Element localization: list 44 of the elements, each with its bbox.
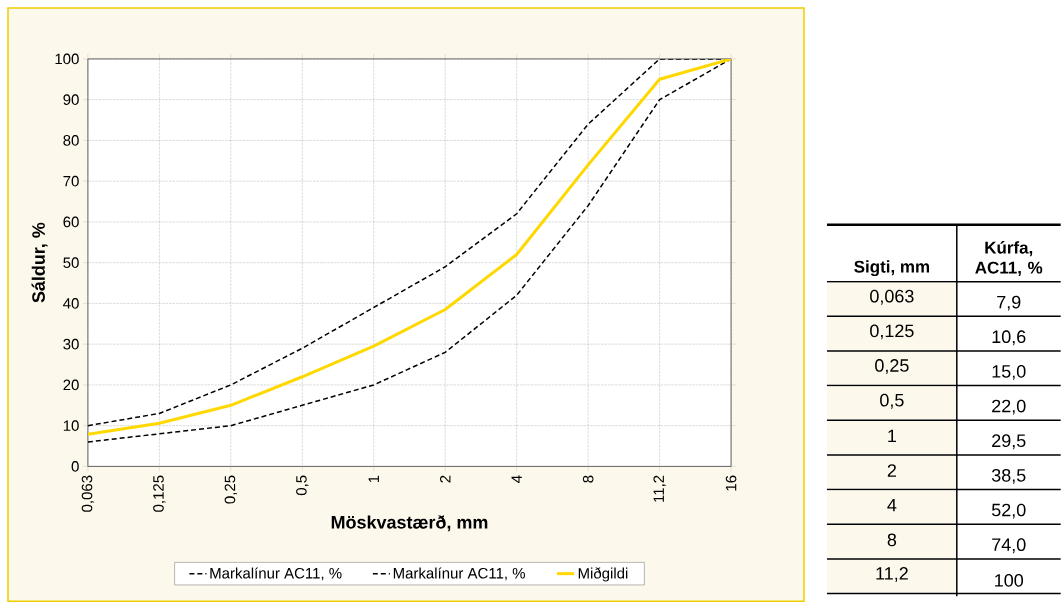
x-tick-label: 11,2 [653, 475, 666, 502]
text: 52,0 [991, 503, 1026, 519]
x-axis-title: Möskvastærð, mm [331, 515, 488, 532]
y-tick-label: 40 [63, 298, 79, 309]
y-tick-label: 60 [63, 216, 79, 228]
x-tick-label: 1 [368, 475, 379, 483]
text: 29,5 [992, 434, 1026, 450]
y-tick-label: 50 [63, 257, 79, 268]
x-tick-label: 0,5 [296, 475, 309, 496]
text: 8 [887, 533, 897, 547]
text: 1 [888, 429, 896, 443]
text: 100 [995, 574, 1024, 587]
text: 38,5 [991, 468, 1026, 484]
y-tick-label: 10 [63, 420, 79, 431]
text: 10,6 [992, 330, 1026, 346]
text: 11,2 [876, 567, 908, 582]
y-tick-label: 80 [63, 135, 79, 146]
x-tick-label: 0,125 [153, 475, 166, 512]
x-tick-label: 0,25 [224, 475, 238, 504]
text: 22,0 [992, 399, 1026, 415]
y-tick-label: 90 [63, 94, 79, 105]
x-tick-label: 8 [582, 475, 594, 483]
text: 0,5 [880, 393, 904, 409]
x-tick-label: 4 [511, 475, 522, 483]
text: 7,9 [997, 295, 1021, 311]
text: 74,0 [992, 538, 1026, 554]
y-tick-label: 20 [63, 379, 79, 391]
y-tick-label: 30 [63, 338, 79, 350]
legend-label: Markalínur AC11, % [393, 567, 525, 581]
y-tick-label: 70 [63, 175, 79, 187]
x-tick-label: 16 [725, 475, 737, 491]
text: 0,25 [875, 359, 909, 374]
y-axis-title: Sáldur, % [31, 222, 48, 303]
text: Kúrfa, AC11, % [975, 241, 1043, 277]
x-tick-label: 0,063 [81, 475, 95, 512]
legend-label: Miðgildi [578, 567, 628, 582]
x-tick-label: 2 [439, 475, 451, 483]
text: 15,0 [992, 365, 1026, 380]
text: 0,125 [870, 324, 914, 340]
text: 0,063 [870, 289, 914, 305]
text: Sigti, mm [854, 260, 930, 277]
y-tick-label: 0 [71, 461, 79, 472]
y-tick-label: 100 [55, 53, 79, 65]
legend-label: Markalínur AC11, % [210, 567, 342, 581]
